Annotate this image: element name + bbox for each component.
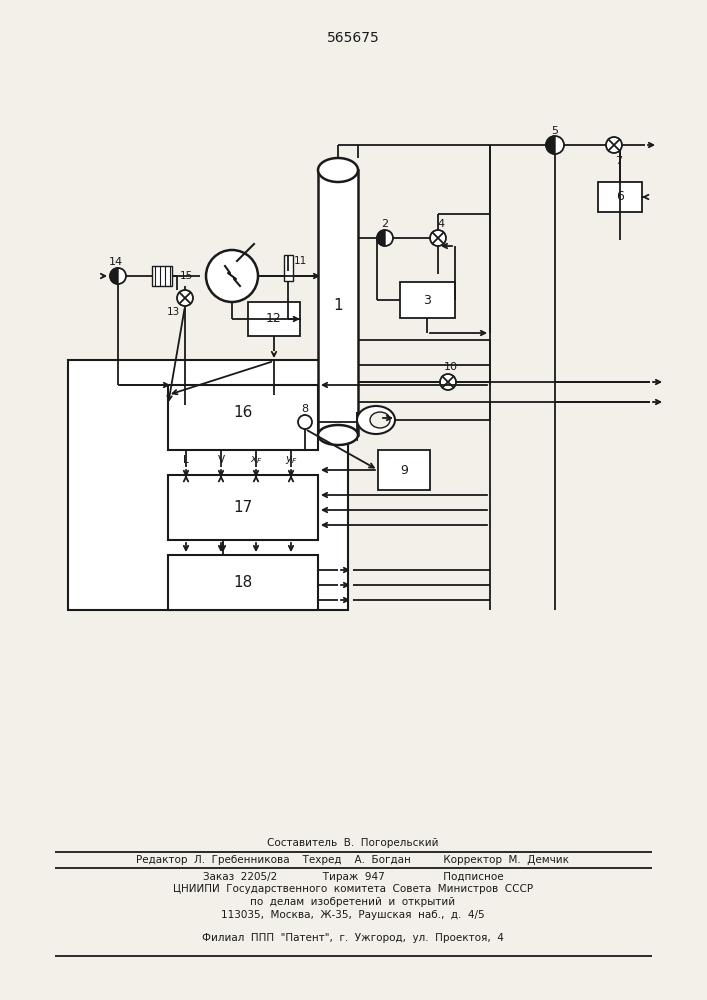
Polygon shape [546, 136, 555, 154]
Bar [400, 282, 455, 318]
Text: 5: 5 [551, 126, 559, 136]
Bar [318, 170, 358, 435]
Circle shape [177, 290, 193, 306]
Circle shape [546, 136, 564, 154]
Circle shape [606, 137, 622, 153]
Ellipse shape [370, 412, 390, 428]
Circle shape [377, 230, 393, 246]
Text: 12: 12 [266, 312, 282, 326]
Text: 9: 9 [400, 464, 408, 477]
Text: $x_F$: $x_F$ [250, 454, 262, 466]
Text: 8: 8 [301, 404, 308, 414]
Bar [168, 475, 318, 540]
Text: по  делам  изобретений  и  открытий: по делам изобретений и открытий [250, 897, 455, 907]
Text: 113035,  Москва,  Ж-35,  Раушская  наб.,  д.  4/5: 113035, Москва, Ж-35, Раушская наб., д. … [221, 910, 485, 920]
Text: 14: 14 [109, 257, 123, 267]
Text: L: L [183, 455, 189, 465]
Text: 18: 18 [233, 575, 252, 590]
Circle shape [430, 230, 446, 246]
Polygon shape [377, 230, 385, 246]
Text: ЦНИИПИ  Государственного  комитета  Совета  Министров  СССР: ЦНИИПИ Государственного комитета Совета … [173, 884, 533, 894]
Bar [248, 302, 300, 336]
Circle shape [110, 268, 126, 284]
Text: 565675: 565675 [327, 31, 380, 45]
Text: 15: 15 [180, 271, 193, 281]
Text: 17: 17 [233, 500, 252, 515]
Ellipse shape [357, 406, 395, 434]
Polygon shape [110, 268, 118, 284]
Bar [378, 450, 430, 490]
Text: 1: 1 [333, 298, 343, 312]
Bar [168, 385, 318, 450]
Circle shape [206, 250, 258, 302]
Ellipse shape [318, 425, 358, 445]
Text: Филиал  ППП  "Патент",  г.  Ужгород,  ул.  Проектоя,  4: Филиал ППП "Патент", г. Ужгород, ул. Про… [202, 933, 504, 943]
Bar [68, 360, 348, 610]
Bar [598, 182, 642, 212]
Text: 13: 13 [166, 307, 180, 317]
Bar [284, 255, 293, 281]
Text: Редактор  Л.  Гребенникова    Техред    А.  Богдан          Корректор  М.  Демчи: Редактор Л. Гребенникова Техред А. Богда… [136, 855, 570, 865]
Text: 16: 16 [233, 405, 252, 420]
Text: 10: 10 [444, 362, 458, 372]
Text: Составитель  В.  Погорельский: Составитель В. Погорельский [267, 838, 439, 848]
Text: 2: 2 [382, 219, 389, 229]
Text: 4: 4 [438, 219, 445, 229]
Bar [152, 266, 172, 286]
Text: 6: 6 [616, 190, 624, 204]
Text: 7: 7 [615, 156, 623, 166]
Text: 11: 11 [293, 256, 307, 266]
Text: Заказ  2205/2              Тираж  947                  Подписное: Заказ 2205/2 Тираж 947 Подписное [203, 872, 503, 882]
Text: V: V [218, 455, 225, 465]
Ellipse shape [318, 158, 358, 182]
Text: 3: 3 [423, 294, 431, 306]
Bar [168, 555, 318, 610]
Circle shape [298, 415, 312, 429]
Circle shape [440, 374, 456, 390]
Text: $y_F$: $y_F$ [285, 454, 298, 466]
